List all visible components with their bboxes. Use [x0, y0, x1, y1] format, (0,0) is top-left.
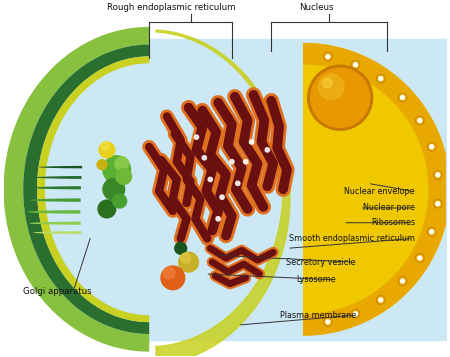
Circle shape: [324, 52, 332, 61]
Polygon shape: [304, 44, 450, 335]
Polygon shape: [27, 202, 80, 213]
Circle shape: [175, 242, 187, 254]
Circle shape: [430, 230, 434, 234]
Circle shape: [433, 199, 442, 208]
Circle shape: [99, 142, 115, 158]
Text: Nuclear envelope: Nuclear envelope: [344, 187, 415, 196]
Circle shape: [326, 320, 330, 324]
Circle shape: [323, 78, 332, 88]
Circle shape: [194, 135, 198, 139]
Circle shape: [351, 60, 360, 69]
Circle shape: [308, 65, 373, 130]
Circle shape: [398, 277, 407, 286]
Circle shape: [354, 312, 357, 316]
Polygon shape: [14, 37, 149, 342]
Text: Ribosomes: Ribosomes: [371, 218, 415, 227]
Circle shape: [208, 177, 212, 182]
Circle shape: [376, 74, 385, 83]
Circle shape: [97, 160, 107, 170]
Circle shape: [243, 160, 248, 164]
Circle shape: [103, 178, 125, 200]
Polygon shape: [304, 44, 450, 335]
Circle shape: [324, 317, 332, 326]
Polygon shape: [29, 214, 81, 225]
Polygon shape: [31, 179, 81, 189]
Text: Nuclear pore: Nuclear pore: [363, 203, 415, 212]
Circle shape: [319, 74, 344, 100]
Polygon shape: [23, 45, 149, 334]
Text: Smooth endoplasmic reticulum: Smooth endoplasmic reticulum: [289, 234, 415, 243]
Circle shape: [265, 148, 270, 152]
Polygon shape: [4, 27, 149, 352]
Polygon shape: [39, 160, 82, 169]
Circle shape: [415, 116, 424, 125]
Circle shape: [418, 256, 422, 260]
Circle shape: [98, 200, 116, 218]
Circle shape: [398, 93, 407, 102]
Circle shape: [113, 194, 126, 208]
Circle shape: [415, 253, 424, 262]
Circle shape: [400, 95, 405, 100]
Circle shape: [400, 279, 405, 283]
Circle shape: [202, 156, 207, 160]
Circle shape: [249, 140, 254, 144]
Circle shape: [351, 310, 360, 318]
Circle shape: [379, 77, 383, 81]
Circle shape: [376, 296, 385, 305]
Circle shape: [354, 63, 357, 67]
Circle shape: [163, 267, 175, 279]
Text: Nucleus: Nucleus: [299, 3, 334, 12]
Circle shape: [436, 173, 440, 177]
Circle shape: [310, 68, 370, 127]
Circle shape: [418, 119, 422, 122]
Text: Lysosome: Lysosome: [297, 275, 336, 284]
Circle shape: [236, 181, 240, 186]
Circle shape: [161, 266, 184, 290]
Circle shape: [216, 217, 220, 221]
Polygon shape: [304, 65, 428, 313]
Circle shape: [427, 227, 436, 236]
Circle shape: [220, 195, 224, 199]
Text: Secretory vesicle: Secretory vesicle: [286, 258, 356, 267]
Text: Rough endoplasmic reticulum: Rough endoplasmic reticulum: [107, 3, 235, 12]
Circle shape: [430, 145, 434, 149]
Circle shape: [115, 157, 129, 171]
Circle shape: [116, 169, 131, 184]
Circle shape: [181, 253, 190, 263]
Circle shape: [179, 252, 198, 272]
Polygon shape: [37, 56, 149, 322]
Circle shape: [230, 160, 234, 164]
Polygon shape: [156, 30, 290, 357]
Polygon shape: [29, 190, 81, 202]
Circle shape: [326, 55, 330, 59]
Polygon shape: [35, 170, 81, 179]
Circle shape: [427, 142, 436, 151]
Circle shape: [436, 202, 440, 206]
Circle shape: [103, 156, 130, 183]
Text: Golgi apparatus: Golgi apparatus: [23, 287, 92, 296]
Text: Plasma membrane: Plasma membrane: [280, 311, 356, 320]
Circle shape: [433, 170, 442, 179]
Circle shape: [101, 142, 109, 150]
Polygon shape: [33, 225, 81, 234]
Circle shape: [379, 298, 383, 302]
